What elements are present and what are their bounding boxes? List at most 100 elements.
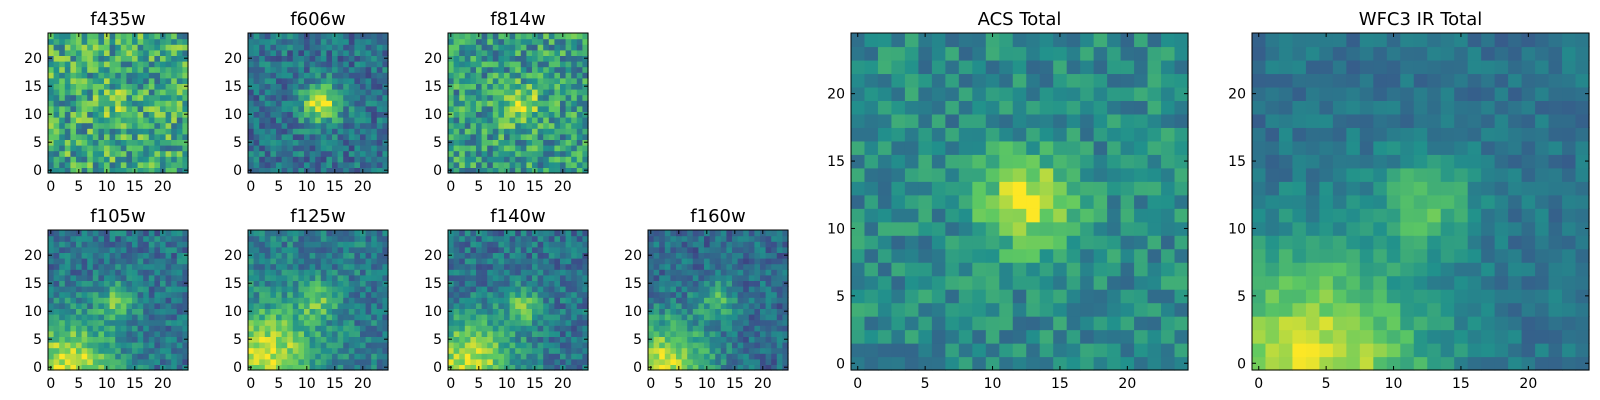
heatmap-cell (171, 83, 178, 90)
heatmap-cell (365, 38, 372, 45)
heatmap-cell (487, 364, 494, 371)
heatmap-cell (560, 100, 567, 107)
heatmap-cell (481, 302, 488, 309)
heatmap-cell (371, 150, 378, 157)
heatmap-cell (109, 319, 116, 326)
heatmap-cell (176, 286, 183, 293)
heatmap-cell (287, 72, 294, 79)
heatmap-cell (526, 308, 533, 315)
heatmap-cell (148, 280, 155, 287)
heatmap-cell (343, 122, 350, 129)
x-tick-label: 20 (154, 376, 172, 392)
heatmap-cell (132, 61, 139, 68)
heatmap-cell (81, 342, 88, 349)
heatmap-cell (520, 156, 527, 163)
heatmap-cell (354, 241, 361, 248)
heatmap-cell (382, 117, 389, 124)
heatmap-cell (670, 258, 677, 265)
heatmap-cell (48, 235, 55, 242)
heatmap-cell (104, 286, 111, 293)
heatmap-cell (104, 100, 111, 107)
heatmap-cell (115, 145, 122, 152)
heatmap-cell (371, 145, 378, 152)
heatmap-cell (276, 128, 283, 135)
heatmap-cell (548, 258, 555, 265)
heatmap-cell (560, 258, 567, 265)
heatmap-cell (98, 314, 105, 321)
heatmap-cell (1012, 289, 1027, 304)
heatmap-cell (360, 263, 367, 270)
heatmap-cell (253, 291, 260, 298)
heatmap-cell (1147, 221, 1162, 236)
heatmap-cell (126, 55, 133, 62)
heatmap-cell (365, 49, 372, 56)
heatmap-cell (1107, 329, 1122, 344)
heatmap-cell (332, 89, 339, 96)
heatmap-cell (59, 66, 66, 73)
heatmap-cell (109, 325, 116, 332)
heatmap-cell (176, 302, 183, 309)
heatmap-cell (565, 61, 572, 68)
heatmap-cell (365, 252, 372, 259)
heatmap-cell (337, 167, 344, 174)
heatmap-cell (687, 342, 694, 349)
heatmap-cell (309, 49, 316, 56)
heatmap-cell (560, 145, 567, 152)
heatmap-cell (1080, 167, 1095, 182)
heatmap-cell (453, 302, 460, 309)
heatmap-cell (98, 167, 105, 174)
heatmap-cell (154, 263, 161, 270)
heatmap-cell (664, 297, 671, 304)
heatmap-cell (287, 33, 294, 40)
heatmap-cell (264, 297, 271, 304)
x-tick-label: 0 (646, 376, 655, 392)
heatmap-cell (81, 61, 88, 68)
heatmap-cell (659, 263, 666, 270)
heatmap-cell (659, 252, 666, 259)
heatmap-cell (120, 33, 127, 40)
heatmap-cell (165, 94, 172, 101)
heatmap-cell (171, 167, 178, 174)
heatmap-cell (515, 297, 522, 304)
heatmap-cell (537, 33, 544, 40)
heatmap-cell (354, 269, 361, 276)
heatmap-cell (487, 156, 494, 163)
heatmap-cell (1053, 194, 1068, 209)
heatmap-cell (754, 364, 761, 371)
heatmap-cell (1026, 248, 1041, 263)
heatmap-cell (270, 77, 277, 84)
heatmap-cell (498, 156, 505, 163)
heatmap-cell (537, 89, 544, 96)
heatmap-cell (560, 111, 567, 118)
heatmap-cell (287, 252, 294, 259)
heatmap-cell (548, 325, 555, 332)
heatmap-cell (132, 319, 139, 326)
heatmap-cell (659, 302, 666, 309)
heatmap-cell (281, 325, 288, 332)
heatmap-cell (287, 347, 294, 354)
heatmap-cell (132, 111, 139, 118)
heatmap-cell (448, 122, 455, 129)
heatmap-cell (276, 297, 283, 304)
heatmap-cell (253, 66, 260, 73)
heatmap-cell (709, 263, 716, 270)
heatmap-cell (743, 297, 750, 304)
heatmap-cell (918, 167, 933, 182)
heatmap-cell (53, 83, 60, 90)
heatmap-cell (698, 358, 705, 365)
heatmap-cell (653, 235, 660, 242)
heatmap-cell (492, 105, 499, 112)
heatmap-cell (320, 280, 327, 287)
heatmap-cell (1066, 221, 1081, 236)
heatmap-cell (582, 133, 589, 140)
heatmap-cell (448, 150, 455, 157)
heatmap-cell (148, 38, 155, 45)
heatmap-cell (98, 128, 105, 135)
heatmap-cell (670, 263, 677, 270)
heatmap-cell (464, 347, 471, 354)
heatmap-cell (360, 314, 367, 321)
heatmap-cell (354, 122, 361, 129)
heatmap-cell (560, 297, 567, 304)
heatmap-cell (270, 94, 277, 101)
heatmap-cell (360, 319, 367, 326)
